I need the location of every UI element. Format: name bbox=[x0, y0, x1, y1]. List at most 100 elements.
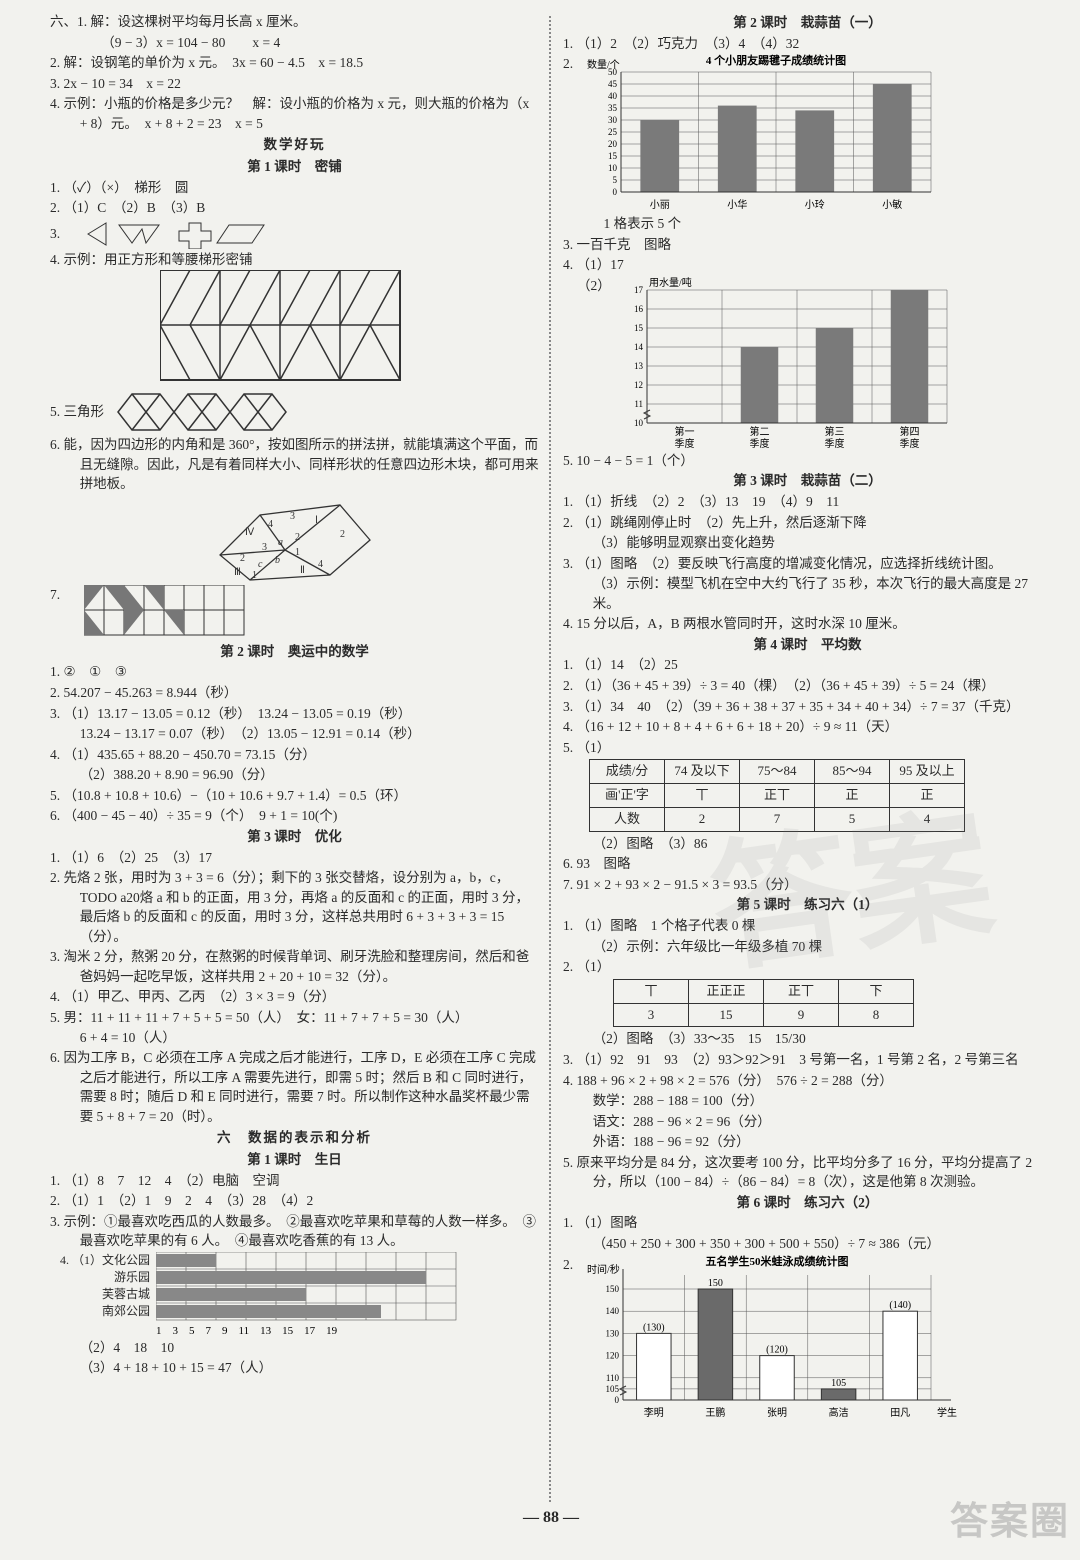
svg-text:a: a bbox=[278, 537, 283, 548]
svg-text:第二: 第二 bbox=[750, 425, 770, 438]
lesson-heading: 第 1 课时 生日 bbox=[50, 1150, 539, 1170]
line: 5. （10.8 + 10.8 + 10.6）−（10 + 10.6 + 9.7… bbox=[50, 786, 539, 806]
svg-text:10: 10 bbox=[634, 418, 644, 428]
line: 4. 188 + 96 × 2 + 98 × 2 = 576（分） 576 ÷ … bbox=[563, 1071, 1052, 1091]
svg-text:150: 150 bbox=[606, 1284, 620, 1294]
tally-table-2: 丅正正正正丅下 31598 bbox=[613, 979, 914, 1028]
bar-chart-3: 五名学生50米蛙泳成绩统计图时间/秒1051101201301401500(13… bbox=[581, 1255, 971, 1420]
line: 4. （1）17 bbox=[563, 255, 1052, 275]
line: 2. 先烙 2 张，用时为 3 + 3 = 6（分）；剩下的 3 张交替烙，设分… bbox=[50, 868, 539, 946]
svg-text:五名学生50米蛙泳成绩统计图: 五名学生50米蛙泳成绩统计图 bbox=[706, 1255, 849, 1268]
line: 2. （1）（36 + 45 + 39）÷ 3 = 40（棵） （2）（36 +… bbox=[563, 676, 1052, 696]
svg-text:140: 140 bbox=[606, 1306, 620, 1316]
svg-text:105: 105 bbox=[831, 1377, 846, 1388]
page-number: — 88 — bbox=[50, 1506, 1052, 1529]
line: （2）图略 （3）33～35 15 15/30 bbox=[563, 1029, 1052, 1049]
line: （2）4 18 10 bbox=[50, 1338, 539, 1358]
lesson-heading: 第 4 课时 平均数 bbox=[563, 635, 1052, 655]
line: （2）示例：六年级比一年级多植 70 棵 bbox=[563, 937, 1052, 957]
svg-text:14: 14 bbox=[634, 342, 644, 352]
svg-text:1: 1 bbox=[252, 570, 257, 581]
lesson-heading: 第 3 课时 优化 bbox=[50, 827, 539, 847]
svg-text:17: 17 bbox=[634, 285, 644, 295]
lesson-heading: 第 2 课时 栽蒜苗（一） bbox=[563, 13, 1052, 33]
svg-text:2: 2 bbox=[295, 532, 300, 543]
watermark: 答案圈 bbox=[950, 1495, 1070, 1550]
line: 5. 原来平均分是 84 分，这次要考 100 分，比平均分多了 16 分，平均… bbox=[563, 1153, 1052, 1192]
svg-text:0: 0 bbox=[613, 187, 618, 197]
line: （450 + 250 + 300 + 350 + 300 + 500 + 550… bbox=[563, 1234, 1052, 1254]
line: （3）示例：模型飞机在空中大约飞行了 35 秒，本次飞行的最大高度是 27 米。 bbox=[563, 574, 1052, 613]
svg-text:小敏: 小敏 bbox=[882, 198, 902, 211]
line: 13.24 − 13.17 = 0.07（秒） （2）13.05 − 12.91… bbox=[50, 724, 539, 744]
line: 1. （✓）（×） 梯形 圆 bbox=[50, 178, 539, 198]
svg-text:4: 4 bbox=[318, 559, 323, 570]
svg-text:0: 0 bbox=[615, 1395, 620, 1405]
svg-text:20: 20 bbox=[608, 139, 618, 149]
svg-text:b: b bbox=[275, 555, 280, 566]
svg-text:1 3 5 7 9 11 13 15 17 19: 1 3 5 7 9 11 13 15 17 19 bbox=[156, 1325, 338, 1337]
svg-text:李明: 李明 bbox=[644, 1406, 664, 1419]
svg-text:3: 3 bbox=[262, 542, 267, 553]
svg-text:45: 45 bbox=[608, 79, 618, 89]
svg-text:25: 25 bbox=[608, 127, 618, 137]
svg-text:150: 150 bbox=[708, 1278, 723, 1289]
line: （3）能够明显观察出变化趋势 bbox=[563, 533, 1052, 553]
line: 2. （1）1 （2）1 9 2 4 （3）28 （4）2 bbox=[50, 1191, 539, 1211]
svg-text:(140): (140) bbox=[889, 1300, 911, 1311]
line: 7. 91 × 2 + 93 × 2 − 91.5 × 3 = 93.5（分） bbox=[563, 875, 1052, 895]
line: 3. 示例：①最喜欢吃西瓜的人数最多。 ②最喜欢吃苹果和草莓的人数一样多。 ③最… bbox=[50, 1212, 539, 1251]
hexagon-strip-icon bbox=[110, 390, 330, 434]
svg-text:1: 1 bbox=[295, 547, 300, 558]
line: 3. （1）34 40 （2）（39 + 36 + 38 + 37 + 35 +… bbox=[563, 697, 1052, 717]
svg-text:12: 12 bbox=[634, 380, 643, 390]
svg-text:小华: 小华 bbox=[727, 198, 747, 211]
svg-text:50: 50 bbox=[608, 67, 618, 77]
svg-text:第三: 第三 bbox=[825, 425, 845, 438]
svg-text:110: 110 bbox=[606, 1372, 620, 1382]
line: 1. ② ① ③ bbox=[50, 662, 539, 682]
svg-text:40: 40 bbox=[608, 91, 618, 101]
line: 6. 能，因为四边形的内角和是 360°，按如图所示的拼法拼，就能填满这个平面，… bbox=[50, 435, 539, 494]
svg-text:学生: 学生 bbox=[937, 1406, 957, 1419]
svg-text:2: 2 bbox=[240, 553, 245, 564]
line: （9 − 3）x = 104 − 80 x = 4 bbox=[50, 33, 539, 53]
line: 3. （1）图略 （2）要反映飞行高度的增减变化情况，应选择折线统计图。 bbox=[563, 554, 1052, 574]
chart1-block: 2. 4 个小朋友踢毽子成绩统计图数量/个0510152025303540455… bbox=[563, 54, 1052, 214]
line: 4. （16 + 12 + 10 + 8 + 4 + 6 + 6 + 18 + … bbox=[563, 717, 1052, 737]
chart3-block: 2. 五名学生50米蛙泳成绩统计图时间/秒1051101201301401500… bbox=[563, 1255, 1052, 1420]
line: 外语：188 − 96 = 92（分） bbox=[563, 1132, 1052, 1152]
svg-text:10: 10 bbox=[608, 163, 618, 173]
line: 1. （1）折线 （2）2 （3）13 19 （4）9 11 bbox=[563, 492, 1052, 512]
lesson-heading: 第 2 课时 奥运中的数学 bbox=[50, 642, 539, 662]
line: 6. 因为工序 B，C 必须在工序 A 完成之后才能进行，工序 D，E 必须在工… bbox=[50, 1048, 539, 1126]
line: 1. （1）图略 1 个格子代表 0 棵 bbox=[563, 916, 1052, 936]
svg-text:c: c bbox=[258, 559, 263, 570]
line: （2）388.20 + 8.90 = 96.90（分） bbox=[50, 765, 539, 785]
svg-text:小丽: 小丽 bbox=[650, 199, 670, 211]
svg-text:16: 16 bbox=[634, 304, 644, 314]
svg-text:(120): (120) bbox=[766, 1344, 788, 1355]
line: 1. （1）6 （2）25 （3）17 bbox=[50, 848, 539, 868]
svg-text:130: 130 bbox=[606, 1328, 620, 1338]
park-chart: 4. （1）文化公园 游乐园 芙蓉古城 南郊公园 1 3 5 7 9 11 13… bbox=[50, 1252, 539, 1338]
line: 3. 淘米 2 分，熬粥 20 分，在熬粥的时候背单词、刷牙洗脸和整理房间，然后… bbox=[50, 947, 539, 986]
svg-text:季度: 季度 bbox=[750, 437, 770, 450]
svg-text:4: 4 bbox=[268, 519, 273, 530]
svg-text:15: 15 bbox=[634, 323, 644, 333]
line: 6. 93 图略 bbox=[563, 854, 1052, 874]
score-table: 成绩/分74 及以下75～8485～9495 及以上 画'正'字丅正丅正正 人数… bbox=[589, 759, 965, 832]
svg-text:4 个小朋友踢毽子成绩统计图: 4 个小朋友踢毽子成绩统计图 bbox=[706, 54, 846, 67]
svg-text:Ⅱ: Ⅱ bbox=[300, 565, 305, 576]
line: 2. （1）C （2）B （3）B bbox=[50, 198, 539, 218]
line: 语文：288 − 96 × 2 = 96（分） bbox=[563, 1112, 1052, 1132]
svg-text:小玲: 小玲 bbox=[805, 199, 825, 211]
line: 2. 解：设钢笔的单价为 x 元。 3x = 60 − 4.5 x = 18.5 bbox=[50, 53, 539, 73]
svg-text:季度: 季度 bbox=[675, 437, 695, 450]
lesson-heading: 第 6 课时 练习六（2） bbox=[563, 1193, 1052, 1213]
chart2-block: （2） 用水量/吨1011121314151617第一季度第二季度第三季度第四季… bbox=[563, 276, 1052, 451]
line: 3. （1）13.17 − 13.05 = 0.12（秒） 13.24 − 13… bbox=[50, 704, 539, 724]
bar-chart-1: 4 个小朋友踢毽子成绩统计图数量/个05101520253035404550小丽… bbox=[581, 54, 941, 214]
quad-tiling-diagram: Ⅳ43 3a2 2cb1 Ⅲ1Ⅱ4 Ⅰ2 bbox=[190, 495, 400, 585]
svg-text:第四: 第四 bbox=[900, 425, 920, 438]
